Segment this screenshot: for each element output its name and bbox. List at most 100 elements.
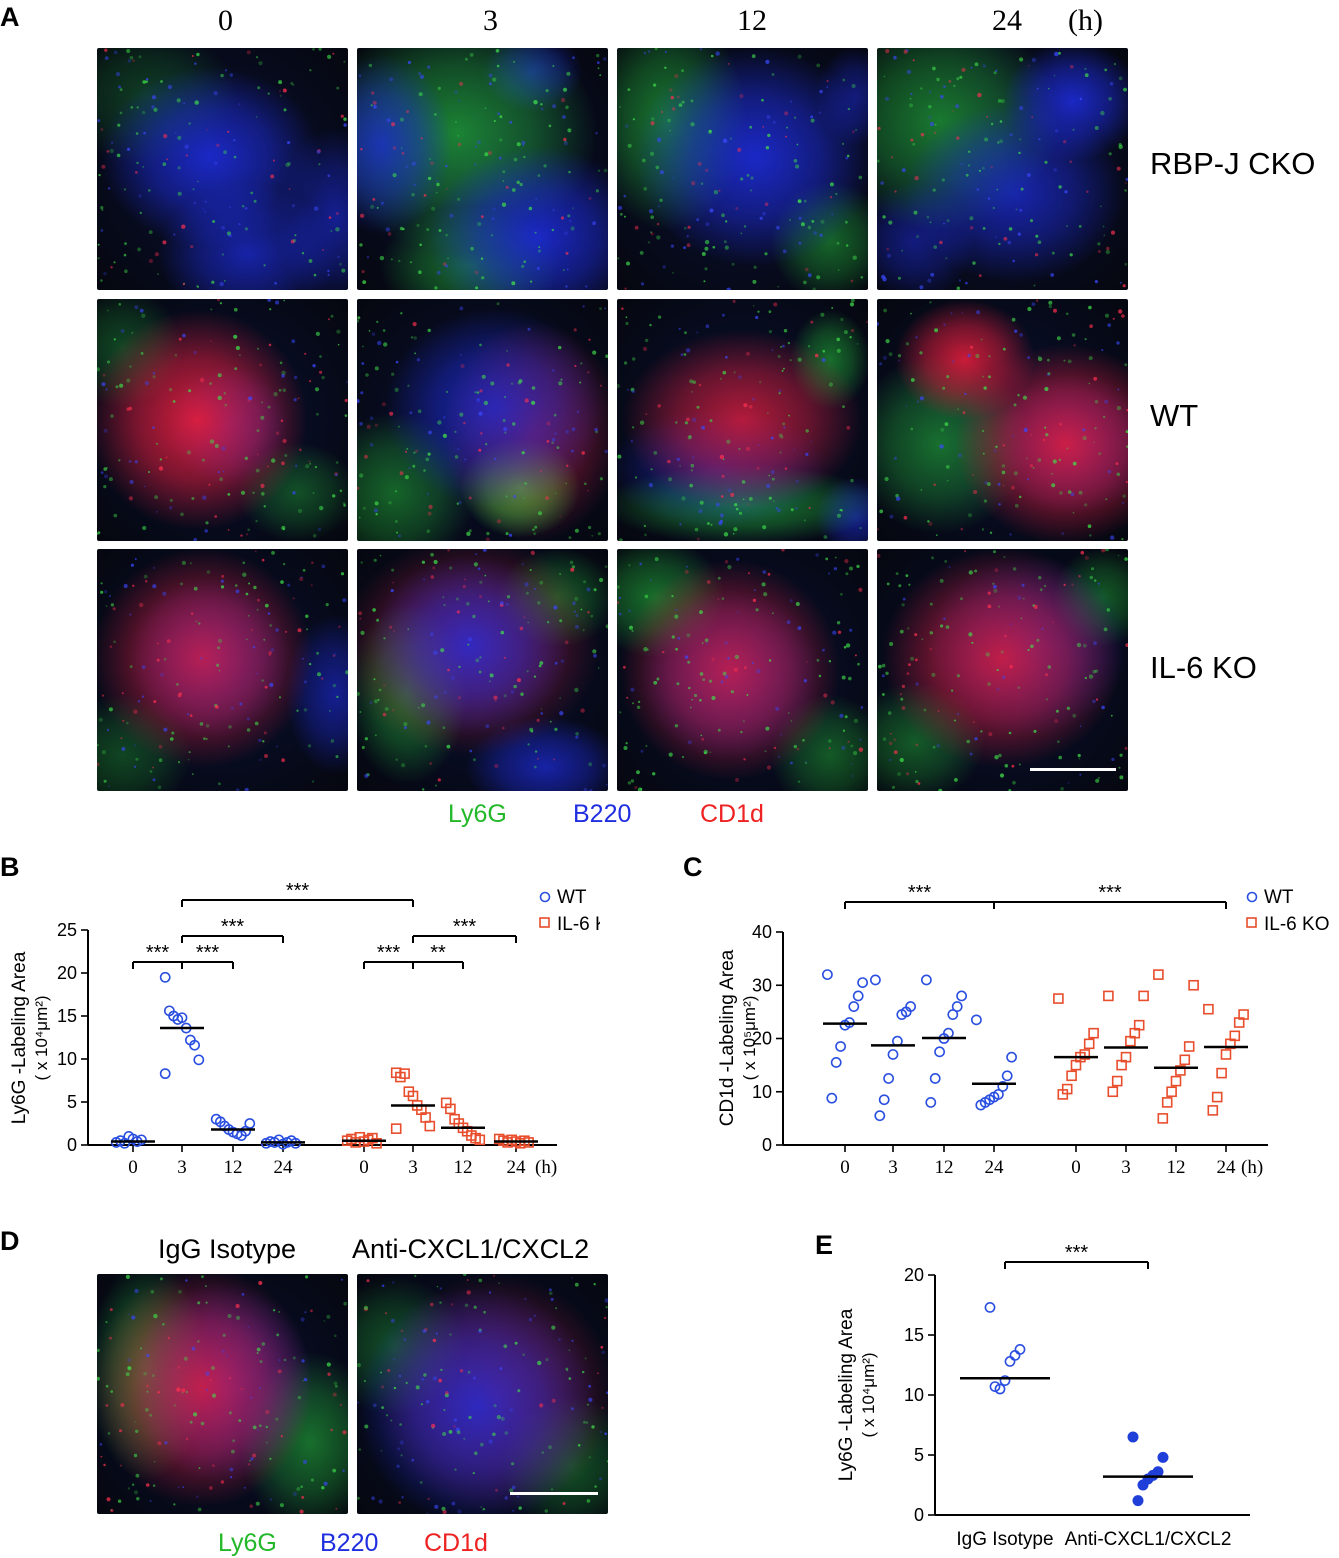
- x-tick-label: IgG Isotype: [956, 1529, 1053, 1550]
- data-point: [821, 969, 833, 980]
- data-point: [975, 1099, 987, 1111]
- x-tick-label: 12: [224, 1157, 243, 1178]
- data-point: [1179, 1054, 1191, 1066]
- data-point: [956, 990, 967, 1002]
- data-point: [244, 1118, 256, 1129]
- significance-bracket-label: ***: [221, 916, 245, 938]
- micrograph-il6-ko-24h: [877, 549, 1128, 791]
- time-header-24: 24: [992, 4, 1022, 37]
- data-point: [1070, 1059, 1082, 1071]
- y-tick-label: 0: [914, 1505, 924, 1525]
- y-tick-label: 30: [752, 975, 772, 995]
- micrograph-rbpj-cko-3h: [357, 48, 608, 290]
- y-axis-label: Ly6G -Labeling Area: [9, 951, 30, 1124]
- x-tick-label: 24: [1217, 1157, 1237, 1178]
- column-label-igg-isotype: IgG Isotype: [158, 1234, 297, 1264]
- time-header-12: 12: [737, 4, 767, 37]
- chart-b: 0 5 10 15 20 25 Ly6G -Labeling Area( x 10⁴μm²)…: [9, 880, 600, 1178]
- data-point: [1183, 1041, 1195, 1052]
- row-label-wt: WT: [1150, 398, 1199, 433]
- x-tick-label: 0: [1071, 1157, 1081, 1178]
- data-point: [1132, 1495, 1144, 1507]
- data-point: [1161, 1097, 1173, 1108]
- data-point: [1001, 1070, 1013, 1082]
- data-point: [925, 1096, 937, 1108]
- data-point: [1006, 1051, 1017, 1063]
- y-axis-label: CD1d -Labeling Area: [717, 949, 738, 1126]
- y-axis-label: Ly6G -Labeling Area: [836, 1308, 857, 1481]
- y-tick-label: 20: [904, 1265, 924, 1285]
- data-point: [399, 1068, 410, 1079]
- x-tick-label: 24: [507, 1157, 527, 1178]
- data-point: [1125, 1035, 1136, 1047]
- row-label-il6-ko: IL-6 KO: [1150, 650, 1257, 685]
- data-point: [445, 1103, 456, 1115]
- significance-bracket-label: ***: [286, 880, 310, 902]
- legend-b220: B220: [573, 800, 632, 828]
- data-point: [874, 1110, 886, 1122]
- panel-label-c: C: [683, 852, 703, 882]
- data-point: [189, 1039, 200, 1051]
- micrograph-il6-ko-12h: [617, 549, 868, 791]
- x-tick-label: 12: [454, 1157, 473, 1178]
- significance-bracket-label: ***: [908, 882, 932, 904]
- data-point: [852, 990, 864, 1002]
- micrograph-wt-0h: [97, 299, 348, 541]
- data-point: [947, 1009, 959, 1020]
- y-tick-label: 0: [67, 1135, 77, 1155]
- data-point: [999, 1375, 1011, 1386]
- micrograph-rbpj-cko-0h: [97, 48, 348, 290]
- data-point: [1057, 1089, 1069, 1100]
- legend-il6-label: IL-6 KO: [1264, 914, 1329, 935]
- y-tick-label: 15: [904, 1325, 924, 1345]
- data-point: [176, 1012, 188, 1024]
- x-tick-label: 12: [1167, 1157, 1186, 1178]
- data-point: [135, 1134, 147, 1146]
- y-tick-label: 10: [752, 1082, 772, 1102]
- micrograph-wt-12h: [617, 299, 868, 541]
- data-point: [1107, 1086, 1119, 1098]
- data-point: [1116, 1059, 1127, 1071]
- data-point: [869, 974, 881, 986]
- significance-bracket-label: ***: [196, 942, 220, 964]
- data-point: [848, 1001, 860, 1012]
- y-tick-label: 10: [904, 1385, 924, 1405]
- significance-bracket-label: ***: [453, 916, 477, 938]
- x-tick-label: 3: [888, 1157, 898, 1178]
- data-point: [997, 1081, 1009, 1092]
- legend-d-ly6g: Ly6G: [218, 1529, 277, 1557]
- panel-label-d: D: [0, 1226, 20, 1256]
- data-point: [1066, 1070, 1077, 1082]
- data-point: [878, 1094, 890, 1106]
- data-point: [989, 1381, 1001, 1392]
- y-tick-label: 20: [57, 963, 77, 983]
- y-tick-label: 25: [57, 920, 77, 940]
- data-point: [994, 1383, 1006, 1395]
- data-point: [1014, 1344, 1026, 1355]
- micrograph-wt-24h: [877, 299, 1128, 541]
- legend-wt-label: WT: [557, 887, 587, 908]
- y-axis-unit: ( x 10⁴μm²): [859, 1352, 878, 1437]
- legend-cd1d: CD1d: [700, 800, 764, 828]
- y-axis-unit: ( x 10⁴μm²): [32, 995, 51, 1080]
- scale-bar-d: [510, 1492, 598, 1495]
- data-point: [193, 1054, 205, 1066]
- data-point: [1083, 1038, 1095, 1050]
- x-tick-label: 3: [177, 1157, 187, 1178]
- data-point: [830, 1057, 842, 1068]
- legend-ly6g: Ly6G: [448, 800, 507, 828]
- data-point: [826, 1092, 838, 1104]
- data-point: [951, 1001, 963, 1012]
- data-point: [1138, 990, 1149, 1002]
- y-axis-unit: ( x 10⁵μm²): [740, 996, 759, 1081]
- x-tick-label: 0: [128, 1157, 138, 1178]
- legend-d-cd1d: CD1d: [424, 1529, 488, 1557]
- data-point: [1004, 1356, 1016, 1367]
- row-label-rbpj-cko: RBP-J CKO: [1150, 146, 1316, 181]
- y-tick-label: 10: [57, 1049, 77, 1069]
- data-point: [1153, 969, 1164, 980]
- panel-label-b: B: [0, 852, 20, 882]
- data-point: [159, 971, 171, 983]
- x-tick-label: 24: [985, 1157, 1005, 1178]
- data-point: [1157, 1113, 1169, 1124]
